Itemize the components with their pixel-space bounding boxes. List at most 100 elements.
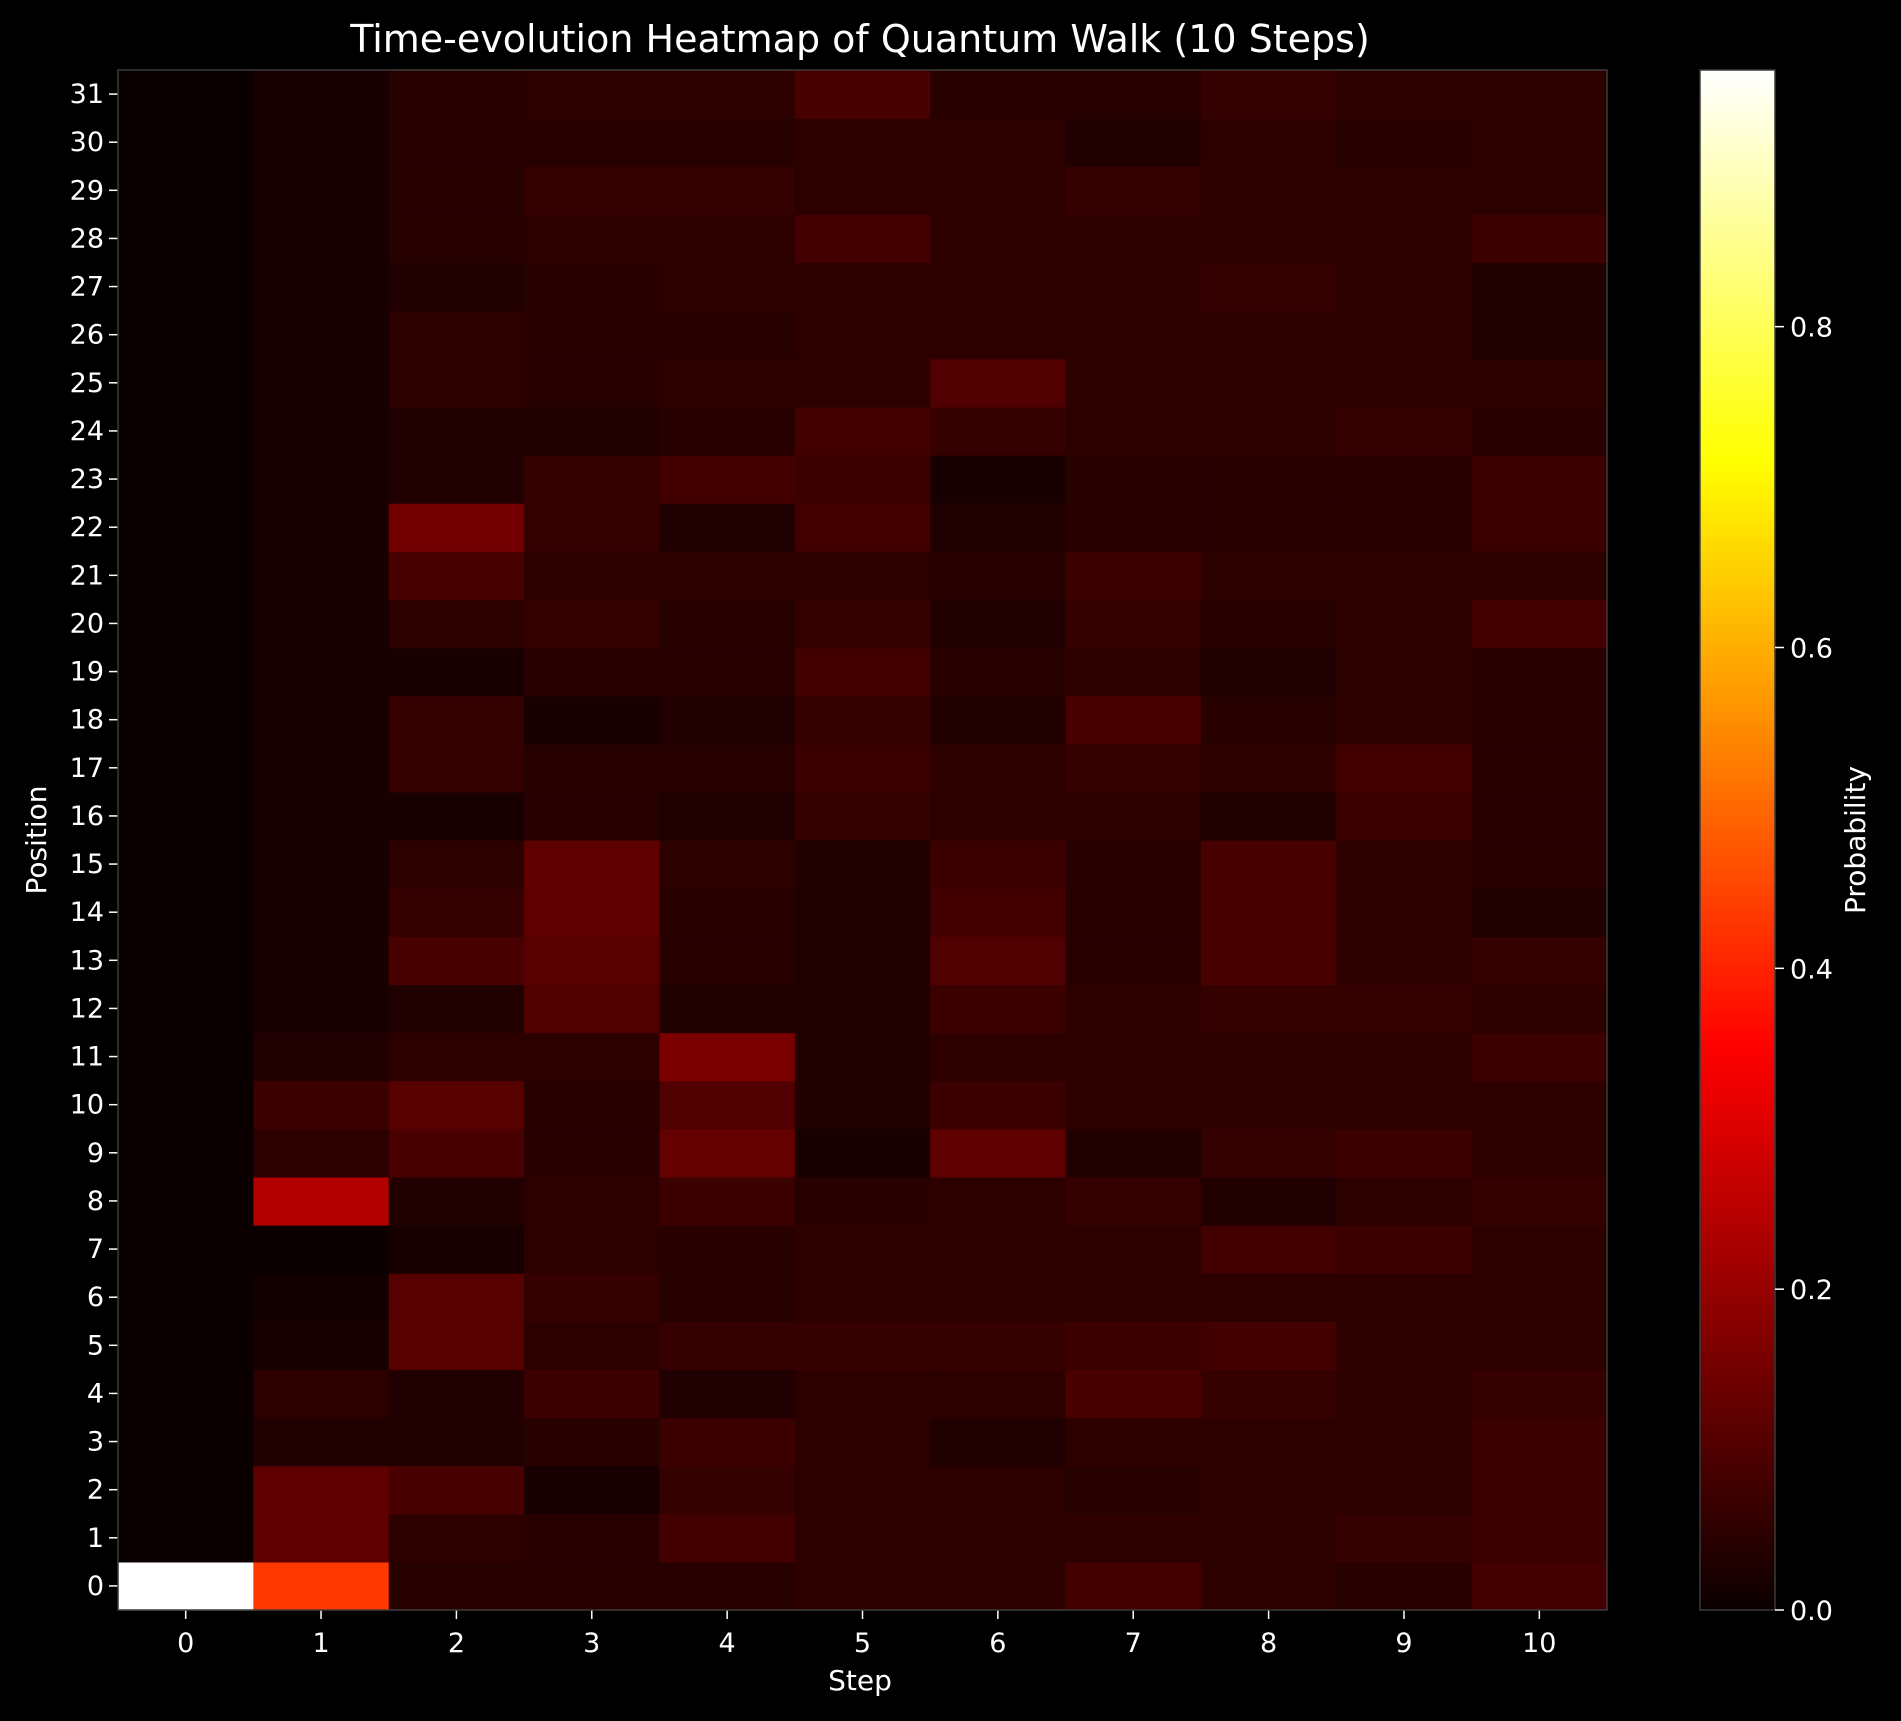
heatmap-cell [1336, 1321, 1473, 1370]
heatmap-cell [794, 1225, 931, 1274]
heatmap-cell [253, 406, 390, 456]
heatmap-cell [659, 406, 796, 456]
x-tick-label: 7 [1125, 1628, 1142, 1659]
heatmap-cell [1065, 1128, 1202, 1178]
heatmap-cell [1336, 70, 1473, 119]
heatmap-cell [388, 984, 525, 1034]
heatmap-cell [1065, 1561, 1202, 1611]
heatmap-cell [1065, 1465, 1202, 1515]
heatmap-cell [118, 455, 254, 504]
heatmap-cell [1200, 406, 1337, 456]
heatmap-cell [1200, 455, 1337, 504]
heatmap-cell [1200, 1321, 1337, 1370]
heatmap-cell [118, 936, 254, 985]
y-tick-label: 2 [87, 1475, 104, 1506]
heatmap-cell [524, 1369, 661, 1419]
heatmap-cell [794, 1321, 931, 1370]
heatmap-cell [253, 1080, 390, 1130]
heatmap-cell [794, 455, 931, 504]
heatmap-cell [1336, 455, 1473, 504]
colorbar-label: Probability [1839, 766, 1872, 914]
heatmap-cell [930, 743, 1067, 793]
heatmap-cell [659, 984, 796, 1034]
heatmap-cell [1471, 1032, 1608, 1082]
heatmap-cell [794, 984, 931, 1034]
heatmap-cell [118, 166, 254, 215]
heatmap-cell [524, 1032, 661, 1082]
heatmap-cell [930, 647, 1067, 697]
y-tick-label: 19 [70, 657, 104, 688]
heatmap-cell [930, 1176, 1067, 1226]
heatmap-cell [659, 1465, 796, 1515]
heatmap-cell [659, 551, 796, 600]
heatmap-cell [253, 1273, 390, 1322]
heatmap-cell [1065, 551, 1202, 600]
heatmap-cell [930, 1369, 1067, 1419]
heatmap-cell [388, 214, 525, 264]
heatmap-cell [118, 1465, 254, 1515]
heatmap-cell [1065, 406, 1202, 456]
heatmap-cell [659, 1225, 796, 1274]
colorbar-tick-label: 0.2 [1790, 1275, 1833, 1306]
x-tick-label: 0 [177, 1628, 194, 1659]
heatmap-cell [524, 647, 661, 697]
heatmap-cell [1065, 262, 1202, 312]
heatmap-cell [659, 70, 796, 119]
heatmap-cell [1065, 455, 1202, 504]
y-tick-label: 13 [70, 945, 104, 976]
x-tick-label: 1 [312, 1628, 329, 1659]
heatmap-cell [1200, 1176, 1337, 1226]
heatmap-cell [524, 936, 661, 985]
heatmap-cell [794, 888, 931, 937]
heatmap-cell [118, 1273, 254, 1322]
heatmap-cell [659, 1128, 796, 1178]
heatmap-cell [659, 1369, 796, 1419]
y-tick-label: 9 [87, 1138, 104, 1169]
heatmap-cell [253, 743, 390, 793]
heatmap-cell [1471, 936, 1608, 985]
heatmap-cell [659, 358, 796, 408]
heatmap-cell [118, 310, 254, 360]
heatmap-cell [1336, 1273, 1473, 1322]
colorbar-tick-label: 0.4 [1790, 954, 1833, 985]
heatmap-cell [1336, 840, 1473, 889]
heatmap-cell [1336, 118, 1473, 167]
heatmap-cell [930, 1321, 1067, 1370]
heatmap-cell [1471, 1273, 1608, 1322]
heatmap-cell [1200, 840, 1337, 889]
heatmap-cell [118, 1561, 254, 1611]
heatmap-cell [1471, 406, 1608, 456]
heatmap-cell [930, 118, 1067, 167]
heatmap-cell [524, 1417, 661, 1467]
heatmap-cell [659, 840, 796, 889]
heatmap-cell [794, 1080, 931, 1130]
heatmap-cell [930, 358, 1067, 408]
heatmap-cell [1336, 1417, 1473, 1467]
heatmap-cell [659, 695, 796, 745]
heatmap-cell [388, 1465, 525, 1515]
heatmap-cell [930, 262, 1067, 312]
heatmap-cell [253, 262, 390, 312]
heatmap-cell [794, 647, 931, 697]
heatmap-cell [1336, 984, 1473, 1034]
heatmap-cell [930, 984, 1067, 1034]
heatmap-cells [118, 70, 1608, 1611]
heatmap-cell [1200, 1465, 1337, 1515]
heatmap-cell [659, 118, 796, 167]
heatmap-cell [253, 984, 390, 1034]
heatmap-cell [524, 1128, 661, 1178]
heatmap-cell [524, 1513, 661, 1563]
heatmap-cell [794, 551, 931, 600]
heatmap-cell [1200, 1561, 1337, 1611]
heatmap-cell [1200, 888, 1337, 937]
heatmap-cell [1065, 599, 1202, 649]
heatmap-cell [1200, 551, 1337, 600]
heatmap-cell [930, 791, 1067, 841]
heatmap-cell [1065, 1369, 1202, 1419]
heatmap-cell [1336, 406, 1473, 456]
colorbar-tick-label: 0.6 [1790, 634, 1833, 665]
heatmap-cell [388, 1032, 525, 1082]
heatmap-cell [930, 70, 1067, 119]
heatmap-cell [794, 310, 931, 360]
heatmap-cell [1471, 262, 1608, 312]
